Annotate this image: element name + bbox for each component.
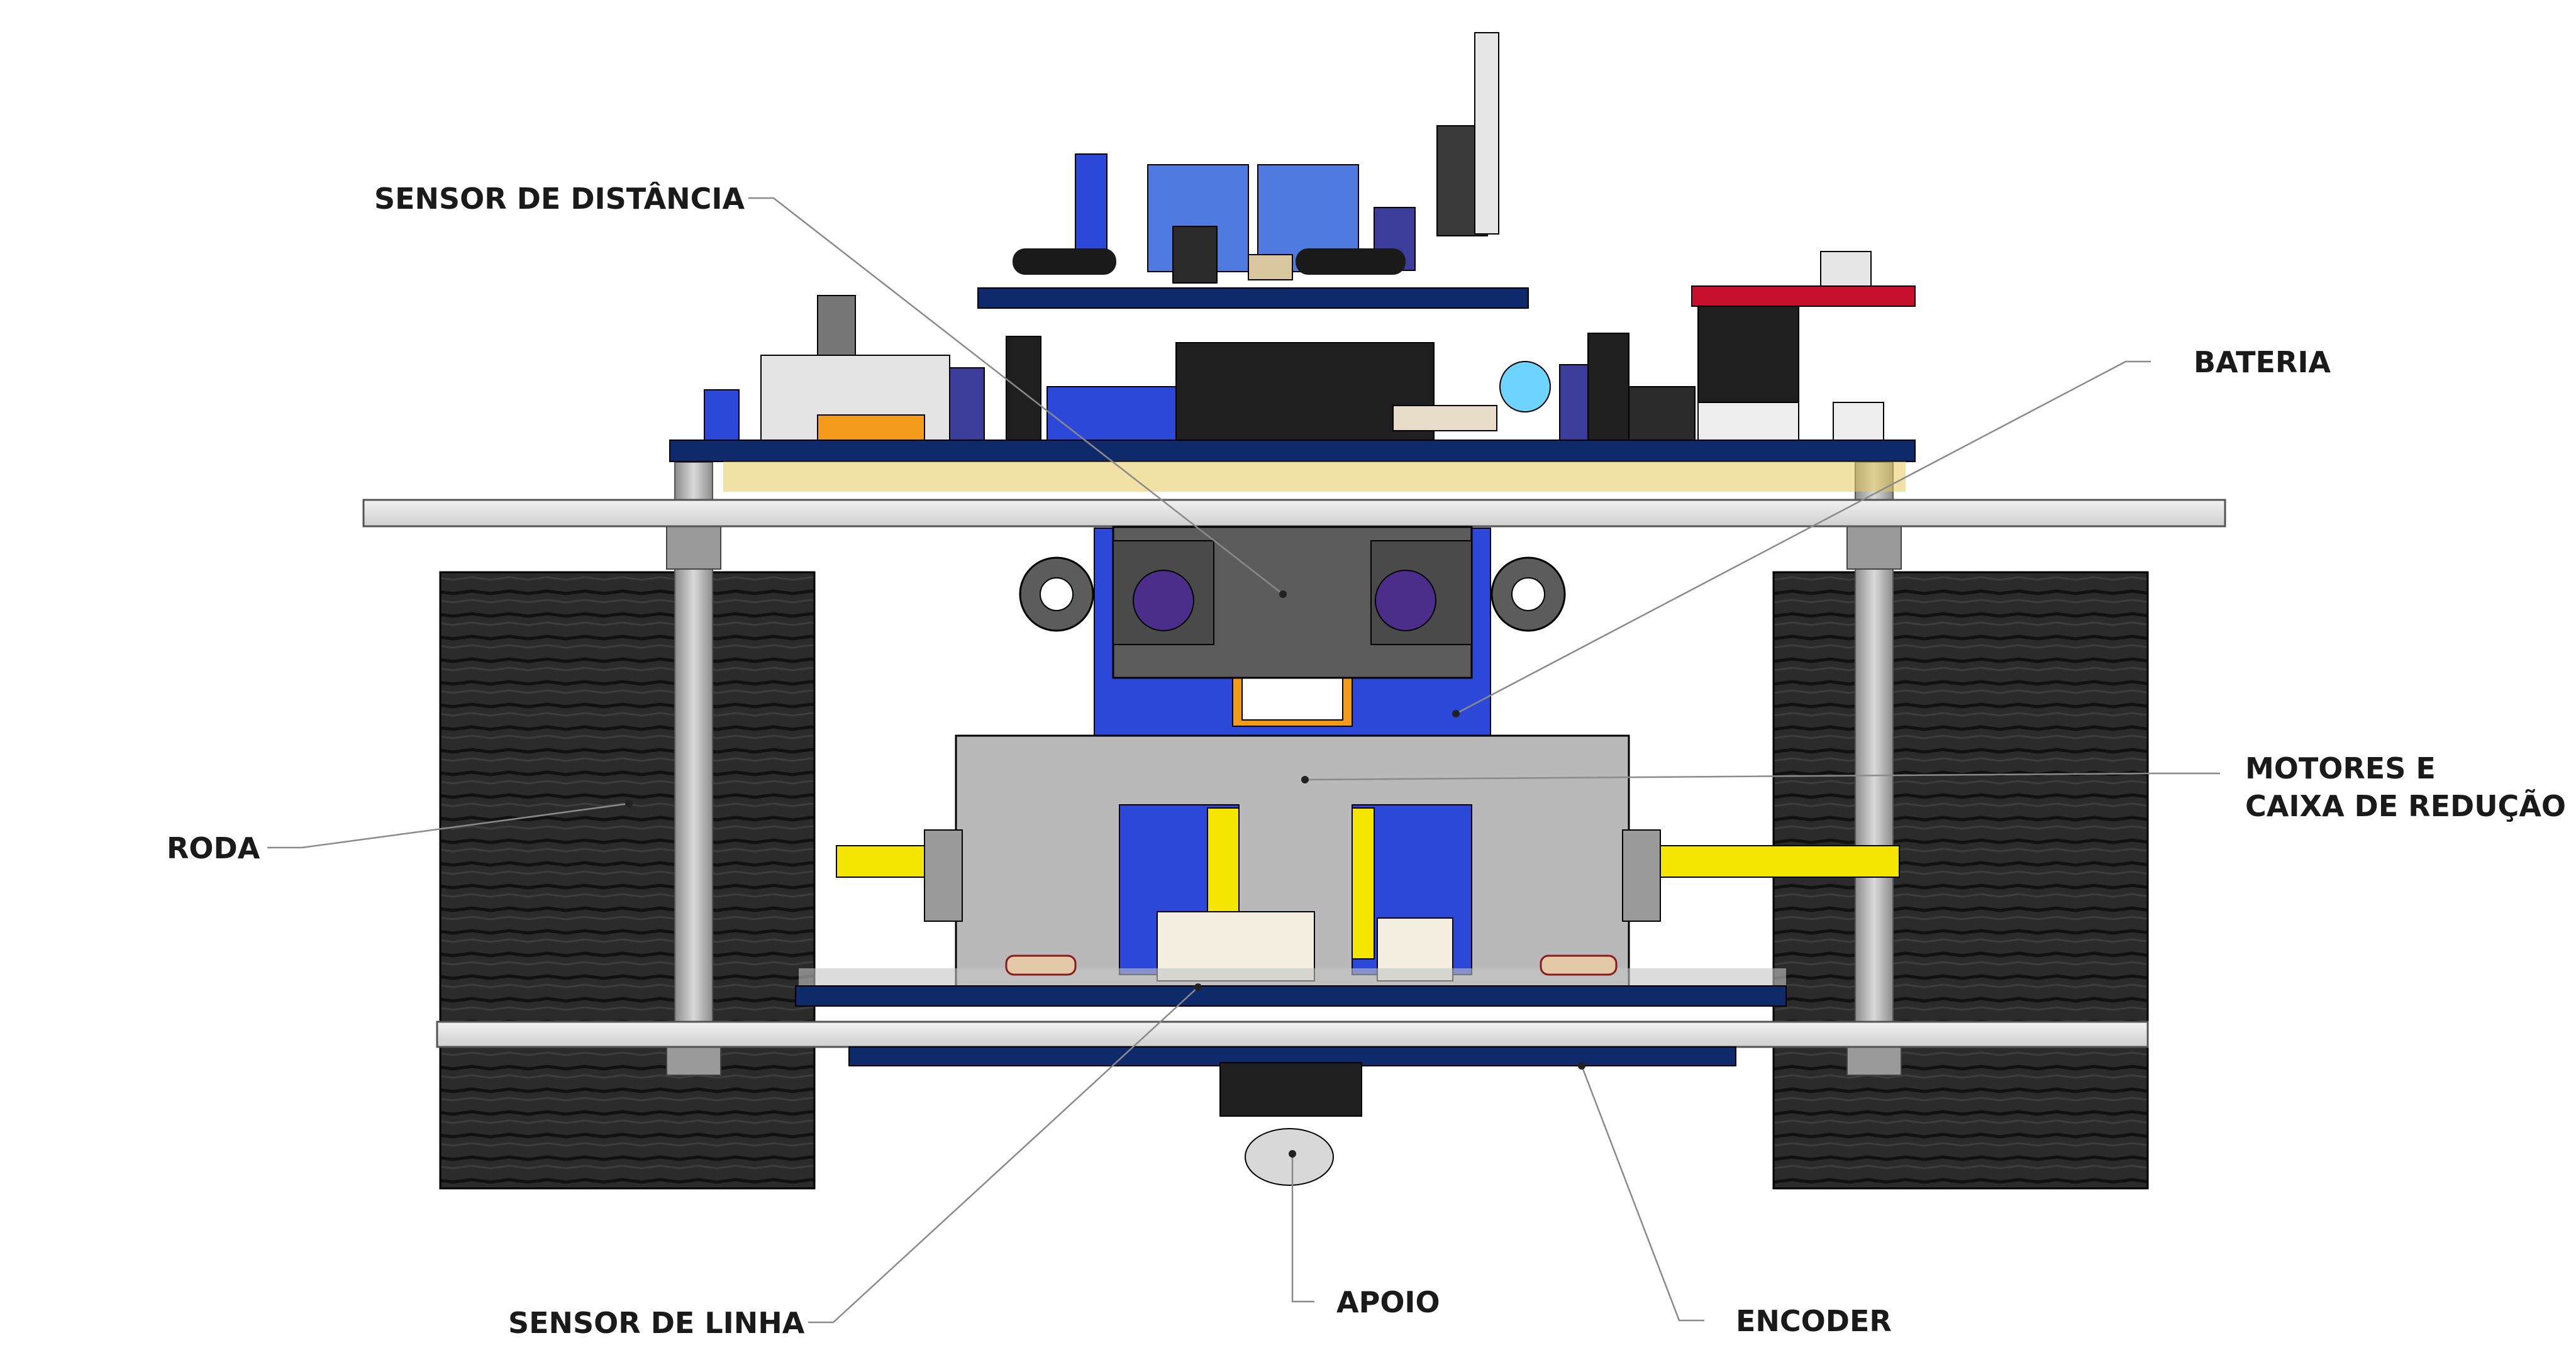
label-bateria: BATERIA <box>2194 345 2331 379</box>
label-encoder: ENCODER <box>1736 1304 1892 1338</box>
lower-boards <box>436 954 2149 1186</box>
label-apoio: APOIO <box>1336 1285 1440 1319</box>
label-sensor-de-distancia: SENSOR DE DISTÂNCIA <box>374 182 745 216</box>
label-sensor-de-linha: SENSOR DE LINHA <box>508 1306 805 1340</box>
label-motores-line2: CAIXA DE REDUÇÃO <box>2245 788 2566 823</box>
right-wheel <box>1772 571 2149 1190</box>
top-chassis-plate <box>362 499 2226 528</box>
label-motores-line1: MOTORES E <box>2245 751 2436 785</box>
leader-lines <box>267 197 2220 1324</box>
top-electronics <box>669 32 1916 492</box>
distance-sensor <box>1019 526 1566 736</box>
left-wheel <box>439 571 816 1190</box>
gearbox-motors <box>836 734 1900 988</box>
label-roda: RODA <box>167 831 260 865</box>
